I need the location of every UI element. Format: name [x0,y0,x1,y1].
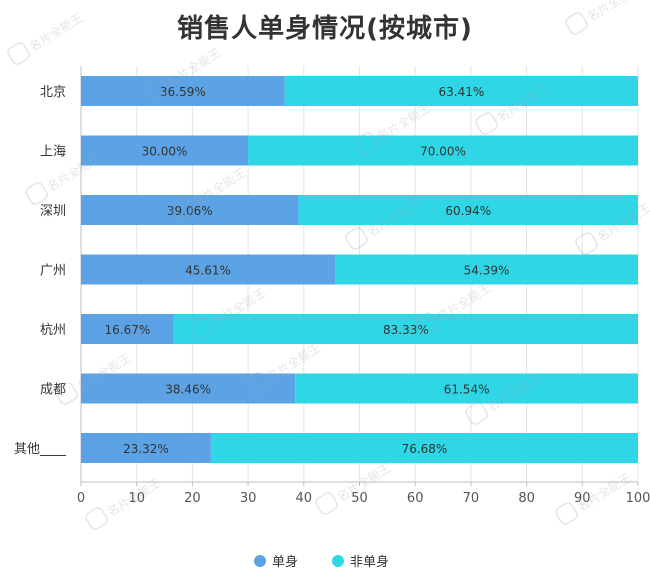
data-label: 16.67% [105,323,151,337]
bar-segment [284,76,638,106]
category-label: 成都 [40,383,66,398]
x-tick-label: 100 [626,491,650,506]
category-label: 杭州 [40,323,66,338]
bar-segment [248,135,638,166]
chart-title: 销售人单身情况(按城市) [177,14,473,44]
legend-swatch [254,555,266,567]
data-label: 23.32% [123,442,169,456]
data-label: 36.59% [160,85,206,99]
data-label: 63.41% [439,85,485,99]
watermark: 名片全能王 [85,475,163,530]
bar-segment [81,195,299,225]
category-label: 其他____ [14,442,67,457]
category-label: 上海 [40,145,66,160]
x-tick-label: 0 [77,491,85,506]
x-tick-label: 70 [463,491,480,506]
data-label: 39.06% [167,204,213,218]
x-tick-label: 20 [184,491,201,506]
data-label: 45.61% [185,264,231,278]
watermark: 名片全能王 [7,10,85,65]
x-tick-label: 30 [240,491,257,506]
data-label: 76.68% [402,442,448,456]
data-label: 83.33% [383,323,429,337]
data-label: 61.54% [444,383,490,397]
bar-segment [173,314,638,344]
bar-segment [81,314,174,344]
bar-segment [210,433,638,463]
legend-label: 非单身 [350,554,389,570]
x-tick-label: 50 [351,491,368,506]
category-label: 北京 [40,85,66,100]
watermark: 名片全能王 [565,0,643,35]
bar-segment [298,195,638,225]
watermark: 名片全能王 [555,470,633,525]
data-label: 60.94% [445,204,491,218]
bar-segment [81,135,249,166]
bar-segment [81,76,285,106]
data-label: 70.00% [420,145,466,159]
legend-swatch [332,555,344,567]
bar-segment [81,254,336,285]
category-label: 深圳 [40,204,66,219]
data-label: 38.46% [165,383,211,397]
svg-text:名片全能王: 名片全能王 [104,475,163,520]
bar-segment [81,373,296,404]
x-tick-label: 90 [574,491,591,506]
data-label: 30.00% [142,145,188,159]
category-label: 广州 [40,264,66,279]
data-label: 54.39% [464,264,510,278]
watermark: 名片全能王 [315,460,393,515]
x-tick-label: 80 [518,491,535,506]
x-tick-label: 10 [128,491,145,506]
svg-text:名片全能王: 名片全能王 [584,0,643,24]
x-tick-label: 60 [407,491,424,506]
bar-segment [295,373,638,404]
bar-segment [81,433,211,463]
bar-segment [335,254,638,285]
legend-label: 单身 [272,554,298,570]
x-tick-label: 40 [296,491,313,506]
svg-text:名片全能王: 名片全能王 [26,10,85,55]
